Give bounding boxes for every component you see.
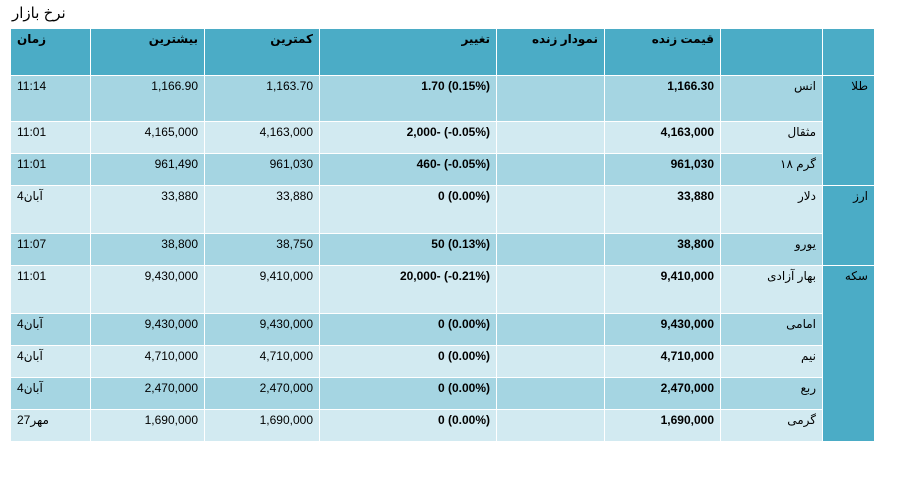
cell-live-chart — [496, 377, 605, 410]
cell-live-chart — [496, 265, 605, 314]
table-row: 11:14 1,166.90 1,163.70 1.70 (0.15%) 1,1… — [10, 75, 875, 186]
cell-name: مثقال — [720, 121, 823, 154]
cell-change: 0 (0.00%) — [319, 345, 497, 378]
cell-low: 4,163,000 — [204, 121, 320, 154]
table-row: 11:01 9,430,000 9,410,000 20,000- (-0.21… — [10, 265, 875, 442]
table-row: 4آبان 9,430,000 9,430,000 0 (0.00%) 9,43… — [10, 313, 875, 346]
cell-low: 9,430,000 — [204, 313, 320, 346]
cell-name: گرم ۱۸ — [720, 153, 823, 186]
cell-name: یورو — [720, 233, 823, 266]
cell-name: گرمی — [720, 409, 823, 442]
category-coin: سکه — [822, 265, 875, 442]
header-live-price: قیمت زنده — [604, 28, 721, 76]
page-title: نرخ بازار — [12, 5, 66, 22]
cell-high: 33,880 — [90, 185, 205, 234]
cell-price: 9,430,000 — [604, 313, 721, 346]
cell-high: 4,165,000 — [90, 121, 205, 154]
cell-high: 38,800 — [90, 233, 205, 266]
cell-price: 4,163,000 — [604, 121, 721, 154]
cell-high: 9,430,000 — [90, 265, 205, 314]
table-row: 27مهر 1,690,000 1,690,000 0 (0.00%) 1,69… — [10, 409, 875, 442]
header-low: کمترین — [204, 28, 320, 76]
cell-change: 1.70 (0.15%) — [319, 75, 497, 122]
cell-name: نیم — [720, 345, 823, 378]
cell-live-chart — [496, 121, 605, 154]
cell-live-chart — [496, 153, 605, 186]
table-row: 11:07 38,800 38,750 50 (0.13%) 38,800 یو… — [10, 233, 875, 266]
cell-price: 9,410,000 — [604, 265, 721, 314]
cell-change: 460- (-0.05%) — [319, 153, 497, 186]
cell-time: 11:01 — [10, 265, 91, 314]
header-time: زمان — [10, 28, 91, 76]
cell-low: 4,710,000 — [204, 345, 320, 378]
cell-name: دلار — [720, 185, 823, 234]
cell-high: 4,710,000 — [90, 345, 205, 378]
cell-low: 1,690,000 — [204, 409, 320, 442]
cell-high: 2,470,000 — [90, 377, 205, 410]
cell-low: 33,880 — [204, 185, 320, 234]
cell-time: 4آبان — [10, 313, 91, 346]
header-live-chart: نمودار زنده — [496, 28, 605, 76]
cell-change: 0 (0.00%) — [319, 409, 497, 442]
category-currency: ارز — [822, 185, 875, 266]
cell-high: 9,430,000 — [90, 313, 205, 346]
cell-price: 4,710,000 — [604, 345, 721, 378]
cell-name: انس — [720, 75, 823, 122]
header-high: بیشترین — [90, 28, 205, 76]
cell-change: 20,000- (-0.21%) — [319, 265, 497, 314]
cell-live-chart — [496, 233, 605, 266]
cell-time: 11:01 — [10, 153, 91, 186]
cell-time: 11:14 — [10, 75, 91, 122]
cell-name: امامی — [720, 313, 823, 346]
category-gold: طلا — [822, 75, 875, 186]
cell-high: 1,166.90 — [90, 75, 205, 122]
table-row: 4آبان 2,470,000 2,470,000 0 (0.00%) 2,47… — [10, 377, 875, 410]
cell-price: 33,880 — [604, 185, 721, 234]
table-row: 4آبان 33,880 33,880 0 (0.00%) 33,880 دلا… — [10, 185, 875, 266]
cell-name: بهار آزادی — [720, 265, 823, 314]
table-row: 11:01 961,490 961,030 460- (-0.05%) 961,… — [10, 153, 875, 186]
cell-time: 4آبان — [10, 185, 91, 234]
cell-live-chart — [496, 345, 605, 378]
cell-time: 11:07 — [10, 233, 91, 266]
cell-low: 38,750 — [204, 233, 320, 266]
cell-change: 0 (0.00%) — [319, 377, 497, 410]
cell-high: 961,490 — [90, 153, 205, 186]
table-row: 11:01 4,165,000 4,163,000 2,000- (-0.05%… — [10, 121, 875, 154]
cell-time: 27مهر — [10, 409, 91, 442]
table-row: 4آبان 4,710,000 4,710,000 0 (0.00%) 4,71… — [10, 345, 875, 378]
cell-time: 11:01 — [10, 121, 91, 154]
header-name — [720, 28, 823, 76]
cell-low: 9,410,000 — [204, 265, 320, 314]
table-header-row: زمان بیشترین کمترین تغییر نمودار زنده قی… — [10, 28, 875, 76]
cell-price: 2,470,000 — [604, 377, 721, 410]
cell-low: 2,470,000 — [204, 377, 320, 410]
cell-price: 1,690,000 — [604, 409, 721, 442]
cell-time: 4آبان — [10, 345, 91, 378]
cell-low: 961,030 — [204, 153, 320, 186]
cell-price: 38,800 — [604, 233, 721, 266]
cell-price: 961,030 — [604, 153, 721, 186]
cell-time: 4آبان — [10, 377, 91, 410]
market-rates-table: زمان بیشترین کمترین تغییر نمودار زنده قی… — [10, 28, 875, 442]
cell-live-chart — [496, 313, 605, 346]
cell-price: 1,166.30 — [604, 75, 721, 122]
cell-change: 2,000- (-0.05%) — [319, 121, 497, 154]
header-change: تغییر — [319, 28, 497, 76]
header-category — [822, 28, 875, 76]
cell-live-chart — [496, 185, 605, 234]
cell-live-chart — [496, 409, 605, 442]
cell-change: 0 (0.00%) — [319, 185, 497, 234]
cell-low: 1,163.70 — [204, 75, 320, 122]
cell-high: 1,690,000 — [90, 409, 205, 442]
cell-live-chart — [496, 75, 605, 122]
cell-name: ربع — [720, 377, 823, 410]
cell-change: 0 (0.00%) — [319, 313, 497, 346]
cell-change: 50 (0.13%) — [319, 233, 497, 266]
